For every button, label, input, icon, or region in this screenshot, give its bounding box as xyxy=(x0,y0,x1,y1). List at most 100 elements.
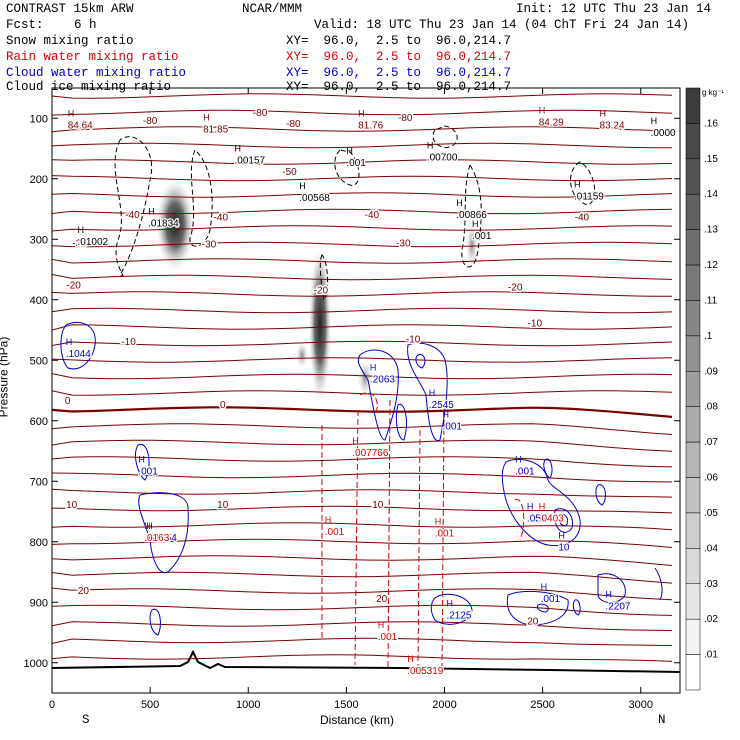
temperature-contour xyxy=(52,571,673,584)
cloud-water-contour xyxy=(554,508,574,533)
model-title: CONTRAST 15km ARW xyxy=(6,2,134,16)
colorbar-swatch xyxy=(685,264,701,301)
max-marker-h: H xyxy=(651,116,658,126)
x-tick-label: 0 xyxy=(49,699,55,711)
temperature-contour xyxy=(52,456,673,468)
max-marker-h: H xyxy=(144,521,151,531)
temperature-label: -80 xyxy=(143,116,158,127)
colorbar-label: .15 xyxy=(704,154,718,165)
colorbar-label: .12 xyxy=(704,260,718,271)
fcst-label: Fcst: xyxy=(6,18,44,32)
cloud-water-contour xyxy=(543,458,553,479)
temperature-contour xyxy=(52,109,673,116)
cloud-water-contour xyxy=(149,608,161,636)
max-marker-value: .00157 xyxy=(235,155,266,166)
colorbar-swatch xyxy=(685,406,701,443)
temperature-label: 10 xyxy=(66,500,78,511)
temperature-contour xyxy=(52,192,673,198)
temperature-contour xyxy=(52,142,672,149)
freezing-isotherm xyxy=(52,406,673,418)
temperature-contour xyxy=(52,439,673,452)
max-marker-h: H xyxy=(407,654,414,664)
temperature-label: 10 xyxy=(372,500,384,511)
temperature-label: -10 xyxy=(121,337,136,348)
cloud-water-contour xyxy=(135,444,150,481)
max-marker-h: H xyxy=(203,113,210,123)
temperature-contour xyxy=(52,93,673,99)
temperature-label: -10 xyxy=(528,319,543,330)
temperature-contour xyxy=(52,472,673,483)
max-marker-value: .001 xyxy=(472,231,492,242)
max-marker-h: H xyxy=(358,108,365,118)
cloud-water-contour xyxy=(654,567,663,601)
max-marker-value: .2125 xyxy=(446,610,471,621)
temperature-label: -30 xyxy=(72,238,87,249)
ice-contour xyxy=(334,149,360,186)
x-tick-label: 1500 xyxy=(334,699,358,711)
colorbar-swatch xyxy=(685,548,701,585)
cloud-water-contour xyxy=(407,342,448,442)
max-marker-value: .2207 xyxy=(605,601,630,612)
max-marker-value: 83.24 xyxy=(600,120,625,131)
fcst-value: 6 h xyxy=(74,18,97,32)
temperature-label: -40 xyxy=(125,210,140,221)
ice-contour xyxy=(432,125,458,149)
temperature-contour xyxy=(52,225,673,232)
rain-contour xyxy=(359,392,378,416)
max-marker-h: H xyxy=(435,517,442,527)
temperature-contour xyxy=(52,604,673,616)
x-end-right: N xyxy=(658,713,666,727)
y-tick-label: 500 xyxy=(30,355,48,367)
y-tick-label: 800 xyxy=(30,537,48,549)
terrain-line xyxy=(51,649,681,673)
temperature-contour xyxy=(52,522,673,531)
max-marker-value: .0000 xyxy=(651,128,676,139)
colorbar-label: .03 xyxy=(704,579,718,590)
temperature-label: -20 xyxy=(508,282,523,293)
cloud-water-contour xyxy=(430,593,473,625)
max-marker-h: H xyxy=(446,598,453,608)
max-marker-value: .05945 xyxy=(527,514,558,525)
cloud-water-contour xyxy=(595,484,606,506)
colorbar-swatch xyxy=(685,123,701,160)
temperature-contour xyxy=(52,258,673,264)
temperature-label: -10 xyxy=(406,334,421,345)
temperature-contour xyxy=(52,488,673,498)
max-marker-h: H xyxy=(148,206,155,216)
temperature-label: -30 xyxy=(396,238,411,249)
legend-name: Cloud water mixing ratio xyxy=(6,66,187,80)
max-marker-h: H xyxy=(539,502,546,512)
cloud-water-contour xyxy=(537,603,549,613)
legend-xy: XY= 96.0, 2.5 to 96.0,214.7 xyxy=(286,50,512,64)
max-marker-h: H xyxy=(429,388,436,398)
x-tick-label: 1000 xyxy=(236,699,260,711)
colorbar-swatch xyxy=(685,477,701,514)
colorbar-swatch xyxy=(685,618,701,655)
temperature-label: -40 xyxy=(214,212,229,223)
snow-shade xyxy=(465,219,479,271)
ice-contour xyxy=(114,136,153,277)
temperature-contour xyxy=(52,340,673,347)
max-marker-value: .001 xyxy=(443,422,463,433)
y-tick-label: 900 xyxy=(30,597,48,609)
cloud-water-contour xyxy=(357,349,399,441)
max-marker-value: .001 xyxy=(515,466,535,477)
max-marker-value: .001 xyxy=(541,594,561,605)
x-tick-label: 3000 xyxy=(629,699,653,711)
max-marker-h: H xyxy=(574,180,581,190)
org-title: NCAR/MMM xyxy=(242,2,303,16)
max-marker-h: H xyxy=(456,198,463,208)
colorbar-swatch xyxy=(685,229,701,266)
legend-xy: XY= 96.0, 2.5 to 96.0,214.7 xyxy=(286,34,512,48)
max-marker-value: .001 xyxy=(346,158,366,169)
legend-name: Snow mixing ratio xyxy=(6,34,134,48)
colorbar-label: .04 xyxy=(704,543,718,554)
colorbar-swatch xyxy=(685,158,701,195)
colorbar-label: .13 xyxy=(704,225,718,236)
temperature-label: -20 xyxy=(66,281,81,292)
cloud-water-contour xyxy=(506,590,569,626)
y-axis-label: Pressure (hPa) xyxy=(0,336,11,418)
colorbar-swatch xyxy=(685,300,701,337)
